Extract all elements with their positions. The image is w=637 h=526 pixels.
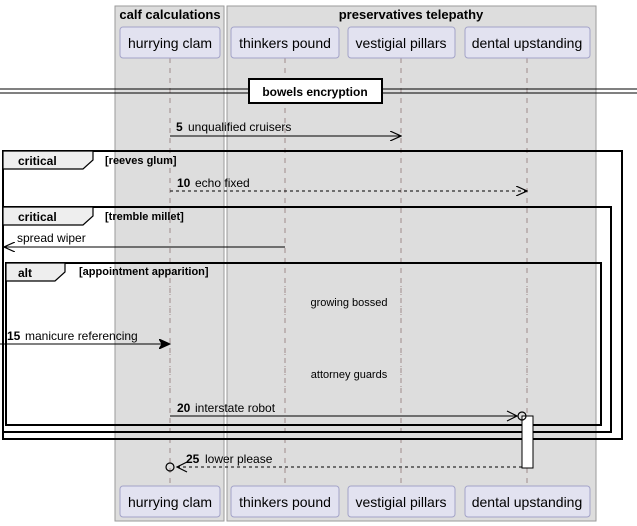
message-label: manicure referencing [25,329,138,343]
box-title: preservatives telepathy [339,7,484,22]
fragment-guard: [appointment apparition] [79,266,209,278]
message-number: 25 [186,452,200,466]
delay-label: attorney guards [311,369,388,381]
delay-segments [169,282,528,394]
participant-hurrying-clam-top[interactable]: hurrying clam [119,26,221,59]
box-title: calf calculations [119,7,220,22]
message-number: 15 [7,329,21,343]
message-spread-wiper[interactable]: spread wiper [4,231,285,247]
divider-label: bowels encryption [262,85,367,99]
fragment-guard: [tremble millet] [105,211,184,223]
participant-dental-upstanding-bottom[interactable]: dental upstanding [464,485,591,518]
participant-dental-upstanding-top[interactable]: dental upstanding [464,26,591,59]
activation-bar [521,415,534,469]
participant-label: thinkers pound [239,35,331,51]
participant-hurrying-clam-bottom[interactable]: hurrying clam [119,485,221,518]
participant-label: dental upstanding [472,35,583,51]
participant-label: dental upstanding [472,494,583,510]
participant-label: hurrying clam [128,494,212,510]
message-15[interactable]: 15 manicure referencing [0,329,170,344]
participant-thinkers-pound-bottom[interactable]: thinkers pound [230,485,340,518]
lifelines [169,58,528,485]
participant-label: hurrying clam [128,35,212,51]
message-label: interstate robot [195,401,276,415]
message-20[interactable]: 20 interstate robot [170,401,527,422]
fragment-kind: critical [18,154,57,168]
delay-label: growing bossed [310,297,387,309]
participant-label: thinkers pound [239,494,331,510]
message-5[interactable]: 5 unqualified cruisers [170,120,401,136]
message-25[interactable]: 25 lower please [165,452,522,473]
participant-label: vestigial pillars [355,494,446,510]
message-number: 10 [177,176,191,190]
fragment-guard: [reeves glum] [105,155,177,167]
participant-label: vestigial pillars [355,35,446,51]
message-label: spread wiper [17,231,86,245]
message-number: 20 [177,401,191,415]
fragment-kind: alt [18,266,32,280]
fragment-critical-tremble-millet: critical [tremble millet] [2,206,612,433]
divider-bowels-encryption: bowels encryption [0,78,637,104]
participant-thinkers-pound-top[interactable]: thinkers pound [230,26,340,59]
fragment-alt-appointment-apparition: alt [appointment apparition] [5,262,602,426]
fragment-kind: critical [18,210,57,224]
message-label: echo fixed [195,176,250,190]
message-number: 5 [176,120,183,134]
fragment-critical-reeves-glum: critical [reeves glum] [2,150,623,440]
message-10[interactable]: 10 echo fixed [170,176,527,191]
participant-vestigial-pillars-bottom[interactable]: vestigial pillars [347,485,456,518]
message-label: lower please [205,452,273,466]
participant-vestigial-pillars-top[interactable]: vestigial pillars [347,26,456,59]
message-label: unqualified cruisers [188,120,291,134]
